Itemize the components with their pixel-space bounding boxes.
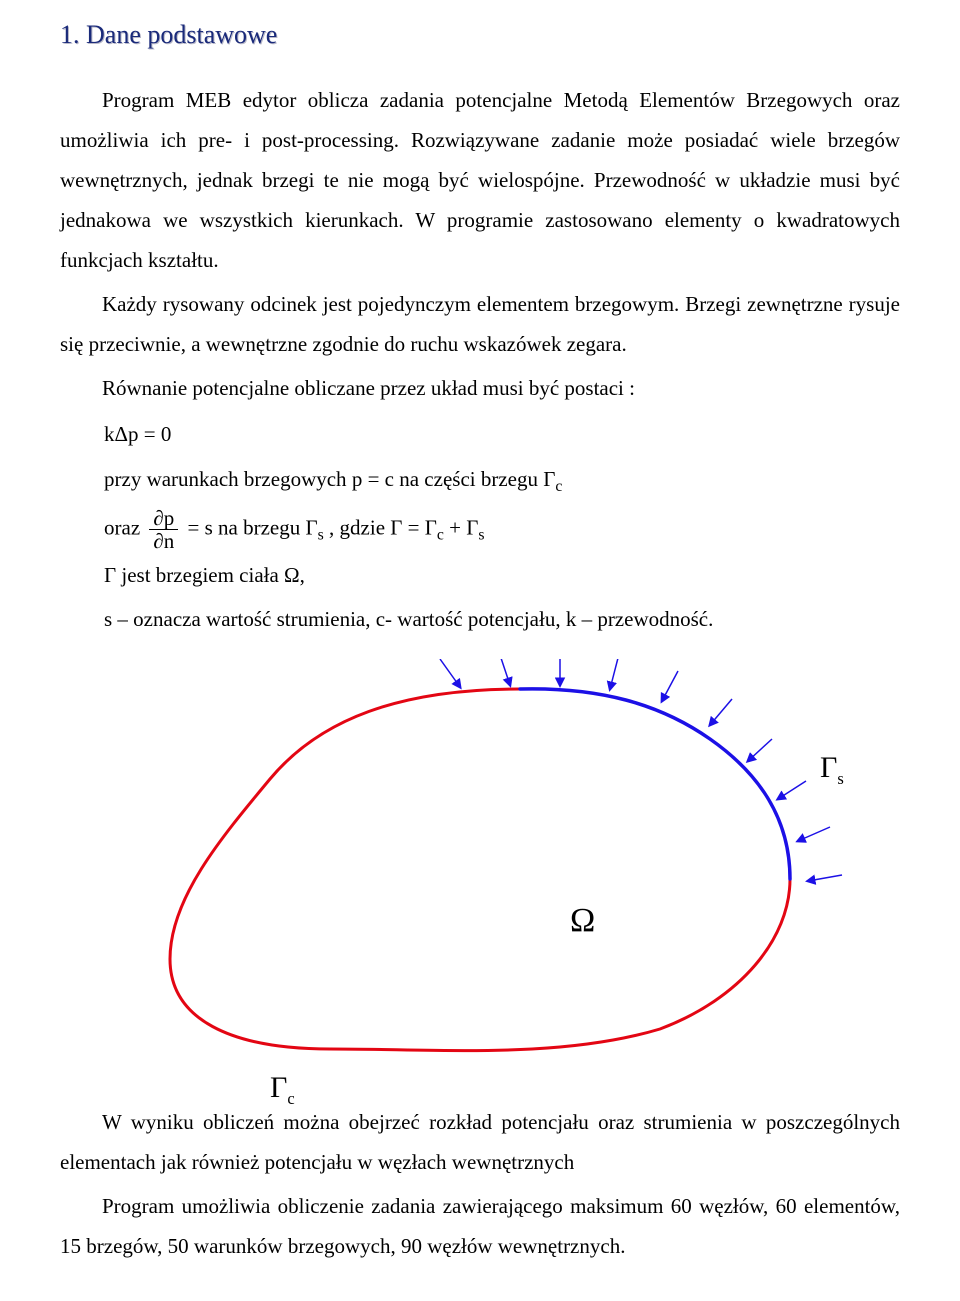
bc1-sub: c — [555, 479, 562, 496]
bc2-pre: oraz — [104, 515, 145, 539]
label-gamma-c: Γc — [270, 1059, 295, 1116]
bc1-pre: przy warunkach brzegowych — [104, 467, 352, 491]
gamma-definition: Γ jest brzegiem ciała Ω, — [104, 556, 900, 596]
bc2-plus: + Γ — [449, 515, 478, 539]
bc2-g1: Γ — [306, 515, 318, 539]
flux-arrow — [808, 875, 842, 881]
label-omega: Ω — [570, 889, 595, 954]
flux-arrow — [662, 671, 678, 701]
domain-figure: Ω Γs Γc — [100, 659, 860, 1079]
document-page: 1. Dane podstawowe Program MEB edytor ob… — [0, 0, 960, 1301]
equation-main: kΔp = 0 — [104, 415, 900, 455]
bc2-frac-den: ∂n — [149, 530, 178, 552]
flux-arrow — [710, 699, 732, 725]
paragraph-results: W wyniku obliczeń można obejrzeć rozkład… — [60, 1103, 900, 1183]
bc2-g2-sub: c — [437, 526, 444, 543]
bc1-gamma: Γ — [543, 467, 555, 491]
bc2-mid: = s na brzegu — [188, 515, 306, 539]
boundary-gamma-s — [520, 689, 790, 879]
flux-arrow — [748, 739, 772, 761]
bc2-g1-sub: s — [318, 526, 324, 543]
flux-arrow — [500, 659, 510, 685]
bc2-mid2: , gdzie — [329, 515, 390, 539]
figure-svg — [100, 659, 860, 1079]
flux-arrow — [440, 659, 460, 687]
flux-arrow — [798, 827, 830, 841]
label-gamma-s: Γs — [820, 739, 844, 796]
boundary-condition-2: oraz ∂p ∂n = s na brzegu Γs , gdzie Γ = … — [104, 507, 900, 552]
section-heading: 1. Dane podstawowe — [60, 10, 900, 59]
flux-arrow — [610, 659, 618, 689]
flux-arrow — [778, 781, 806, 799]
p4-gamma: Γ — [104, 563, 116, 587]
bc1-post: na części brzegu — [399, 467, 543, 491]
paragraph-equation-intro: Równanie potencjalne obliczane przez ukł… — [60, 369, 900, 409]
bc2-g3-sub: s — [478, 526, 484, 543]
boundary-gamma-c — [170, 689, 790, 1051]
bc2-frac-num: ∂p — [149, 507, 178, 530]
bc2-fraction: ∂p ∂n — [149, 507, 178, 552]
bc1-mid: p = c — [352, 467, 394, 491]
symbol-definitions: s – oznacza wartość strumienia, c- warto… — [104, 600, 900, 640]
paragraph-intro: Program MEB edytor oblicza zadania poten… — [60, 81, 900, 280]
boundary-condition-1: przy warunkach brzegowych p = c na częśc… — [104, 460, 900, 502]
paragraph-segments: Każdy rysowany odcinek jest pojedynczym … — [60, 285, 900, 365]
paragraph-limits: Program umożliwia obliczenie zadania zaw… — [60, 1187, 900, 1267]
p4-rest: jest brzegiem ciała Ω, — [121, 563, 305, 587]
bc2-g2: Γ = Γ — [390, 515, 437, 539]
